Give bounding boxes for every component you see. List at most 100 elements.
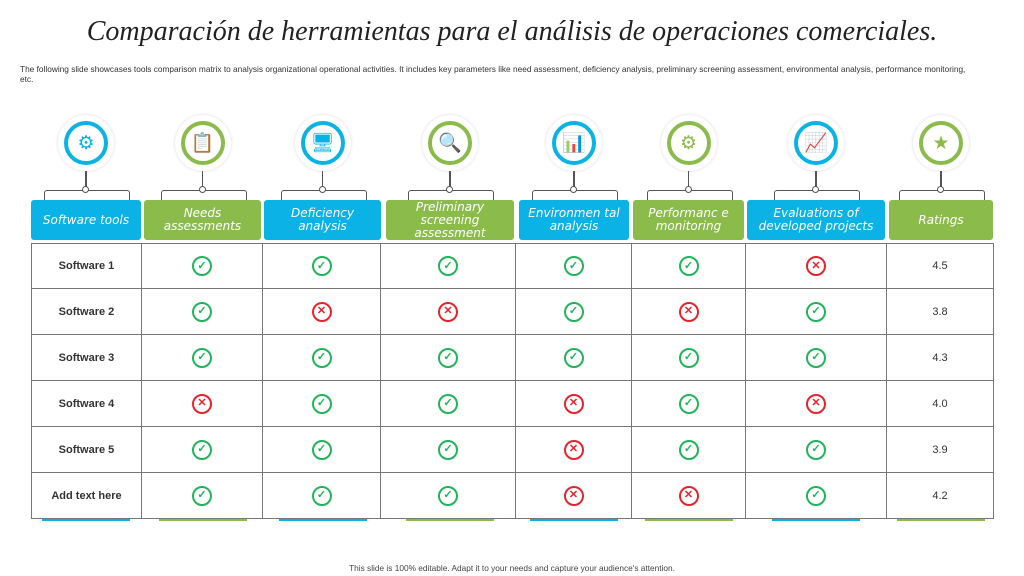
status-cell: ✓ <box>516 243 632 289</box>
rating-value: 4.0 <box>887 381 994 427</box>
page-title: Comparación de herramientas para el anál… <box>86 16 938 47</box>
check-circle-icon: ✓ <box>438 439 458 460</box>
check-circle-icon: ✓ <box>563 256 584 276</box>
status-cell: ✓ <box>381 427 516 473</box>
status-cell: ✓ <box>516 335 632 381</box>
cross-circle-icon: ✕ <box>192 393 212 414</box>
connector-line <box>201 171 204 190</box>
status-cell: ✕ <box>263 289 381 335</box>
report-chart-icon: 📊 <box>552 121 596 165</box>
column-header: Needs assessments <box>144 200 261 240</box>
column-icon-badge: 🖥 <box>294 115 351 171</box>
cross-circle-icon: ✕ <box>438 301 458 322</box>
check-circle-icon: ✓ <box>311 393 332 414</box>
column-icon-badge: 📋 <box>174 115 231 171</box>
project-report-icon: 📈 <box>794 121 838 165</box>
status-cell: ✓ <box>516 289 632 335</box>
status-cell: ✓ <box>263 473 381 519</box>
status-cell: ✓ <box>142 243 263 289</box>
cross-circle-icon: ✕ <box>311 301 332 322</box>
status-cell: ✓ <box>632 381 746 427</box>
cross-circle-icon: ✕ <box>678 301 699 322</box>
cross-circle-icon: ✕ <box>806 256 826 276</box>
connector-line <box>449 171 451 190</box>
column-icon-badge: 🔍 <box>422 115 478 171</box>
check-circle-icon: ✓ <box>192 485 212 506</box>
column-icon-badge: 📈 <box>788 115 844 171</box>
column-accent-bar <box>644 518 733 521</box>
connector-line <box>321 171 324 190</box>
status-cell: ✓ <box>381 335 516 381</box>
status-cell: ✓ <box>381 381 516 427</box>
column-accent-bar <box>42 518 130 521</box>
row-name: Software 4 <box>31 381 142 427</box>
status-cell: ✕ <box>381 289 516 335</box>
status-cell: ✓ <box>746 473 887 519</box>
check-circle-icon: ✓ <box>438 347 458 368</box>
cross-circle-icon: ✕ <box>563 485 584 506</box>
software-network-icon: ⚙ <box>64 121 108 165</box>
column-header: Environmen tal analysis <box>519 200 629 240</box>
check-circle-icon: ✓ <box>678 256 699 276</box>
status-cell: ✕ <box>746 381 887 427</box>
row-name: Software 3 <box>31 335 142 381</box>
status-cell: ✕ <box>746 243 887 289</box>
check-circle-icon: ✓ <box>806 439 826 460</box>
cross-circle-icon: ✕ <box>806 393 826 414</box>
connector-dot <box>812 186 819 193</box>
check-circle-icon: ✓ <box>438 256 458 276</box>
status-cell: ✕ <box>516 473 632 519</box>
connector-line <box>85 171 87 190</box>
status-cell: ✓ <box>632 427 746 473</box>
column-header: Deficiency analysis <box>264 200 381 240</box>
status-cell: ✓ <box>142 335 263 381</box>
clipboard-magnifier-icon: 🔍 <box>428 121 472 165</box>
check-circle-icon: ✓ <box>311 347 332 368</box>
row-name: Add text here <box>31 473 142 519</box>
connector-dot <box>937 186 944 193</box>
check-circle-icon: ✓ <box>678 347 699 368</box>
status-cell: ✓ <box>632 335 746 381</box>
status-cell: ✓ <box>381 473 516 519</box>
status-cell: ✓ <box>142 289 263 335</box>
connector-line <box>573 171 575 190</box>
check-circle-icon: ✓ <box>806 347 826 368</box>
connector-line <box>815 171 817 190</box>
column-header: Software tools <box>31 200 141 240</box>
connector-dot <box>446 186 453 193</box>
check-circle-icon: ✓ <box>192 347 212 368</box>
check-circle-icon: ✓ <box>192 439 212 460</box>
connector-dot <box>82 186 89 193</box>
connector-line <box>687 171 690 190</box>
column-header: Evaluations of developed projects <box>747 200 885 240</box>
status-cell: ✓ <box>632 243 746 289</box>
column-icon-badge: ★ <box>913 115 969 171</box>
slide-description: The following slide showcases tools comp… <box>20 64 966 84</box>
check-circle-icon: ✓ <box>806 485 826 506</box>
status-cell: ✕ <box>142 381 263 427</box>
column-accent-bar <box>530 518 618 521</box>
row-name: Software 1 <box>31 243 142 289</box>
check-circle-icon: ✓ <box>438 393 458 414</box>
cross-circle-icon: ✕ <box>563 393 584 414</box>
status-cell: ✓ <box>142 427 263 473</box>
check-circle-icon: ✓ <box>311 439 332 460</box>
column-accent-bar <box>158 518 247 521</box>
check-circle-icon: ✓ <box>311 256 332 276</box>
check-circle-icon: ✓ <box>563 301 584 322</box>
check-circle-icon: ✓ <box>192 301 212 322</box>
rating-value: 3.9 <box>887 427 994 473</box>
column-accent-bar <box>278 518 367 521</box>
column-header: Performanc e monitoring <box>633 200 744 240</box>
status-cell: ✓ <box>263 243 381 289</box>
status-cell: ✓ <box>263 427 381 473</box>
check-circle-icon: ✓ <box>438 485 458 506</box>
connector-dot <box>570 186 577 193</box>
check-circle-icon: ✓ <box>563 347 584 368</box>
status-cell: ✕ <box>632 473 746 519</box>
column-icon-badge: ⚙ <box>660 115 717 171</box>
connector-dot <box>318 186 326 193</box>
rating-value: 4.5 <box>887 243 994 289</box>
status-cell: ✓ <box>746 427 887 473</box>
column-accent-bar <box>772 518 860 521</box>
